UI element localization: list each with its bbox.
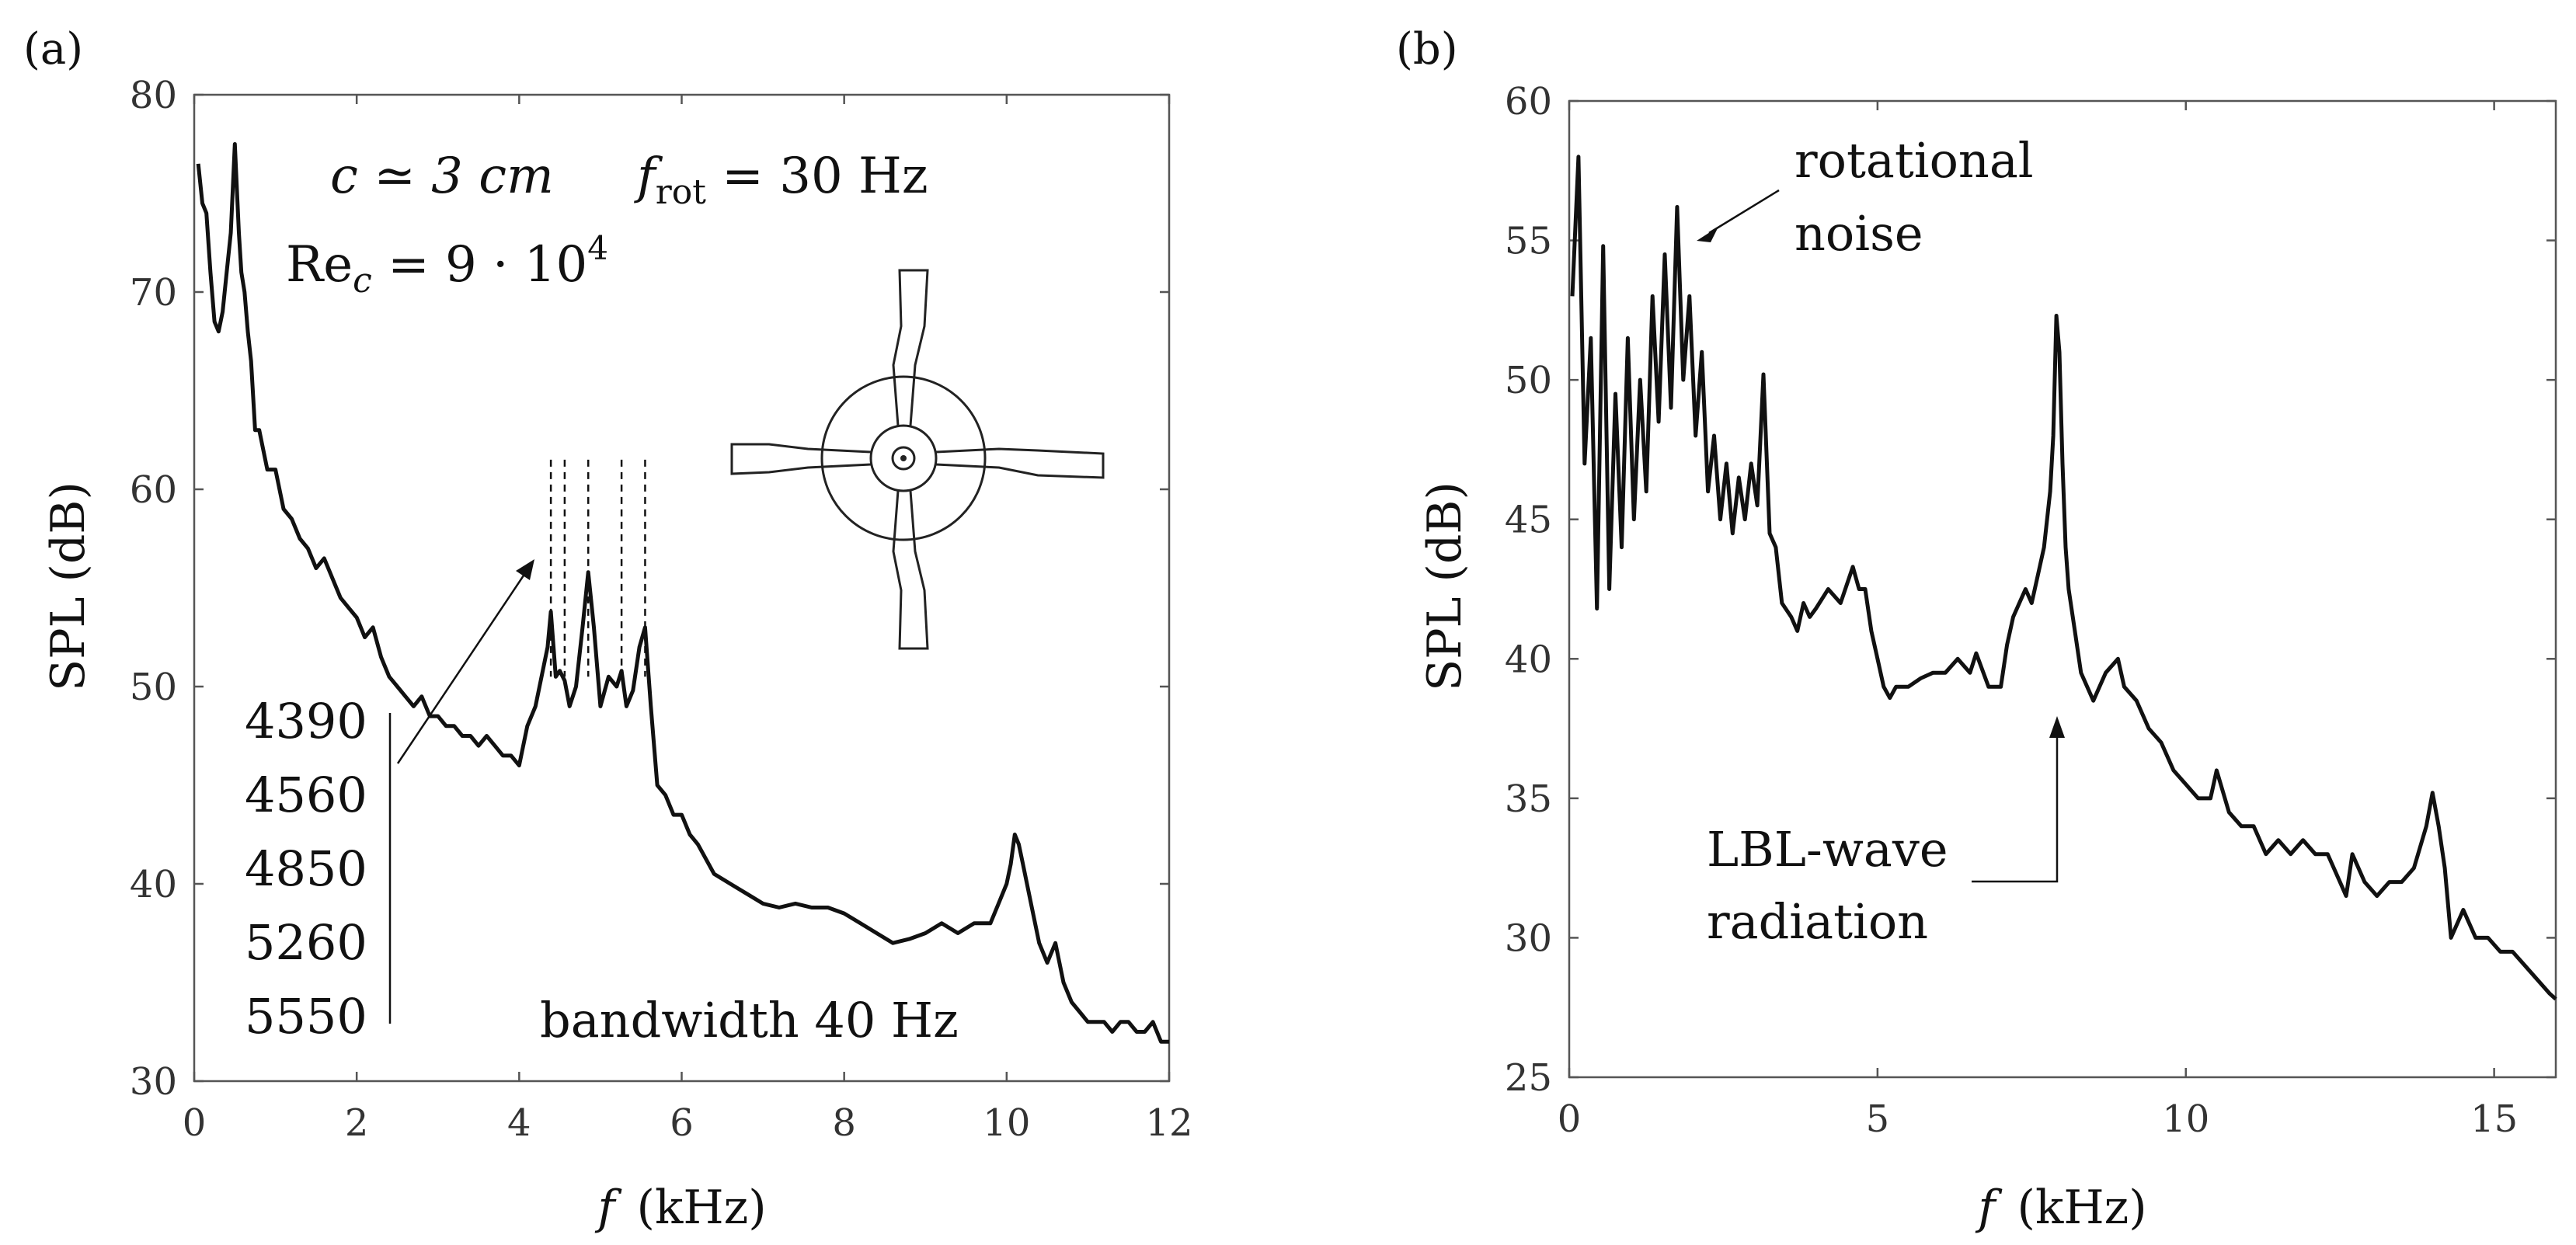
peak-freq-label: 5550 [245, 988, 367, 1045]
panel-a-bandwidth-annotation: bandwidth 40 Hz [540, 992, 959, 1049]
x-tick-label: 0 [183, 1101, 207, 1145]
panel-b-y-ticks: 25 30 35 40 45 50 55 60 [1505, 80, 2556, 1100]
y-tick-label: 50 [130, 666, 177, 709]
panel-a-spl-line [196, 142, 1169, 1044]
lbl-wave-arrowhead [2049, 716, 2065, 738]
panel-b-y-label: SPL (dB) [1418, 482, 1472, 691]
panel-b-label: (b) [1396, 24, 1458, 75]
rotational-noise-arrow [1708, 189, 1780, 235]
x-tick-label: 15 [2470, 1097, 2518, 1141]
panel-a-y-ticks: 30 40 50 60 70 80 [130, 74, 1169, 1104]
y-tick-label: 80 [130, 74, 177, 117]
panel-a-frot-annotation: frot = 30 Hz [634, 148, 928, 212]
x-tick-label: 2 [345, 1101, 369, 1145]
propeller-sketch [730, 269, 1105, 650]
lbl-wave-arrow [1972, 736, 2059, 883]
lbl-wave-annotation: radiation [1707, 893, 1928, 950]
panel-a-chord-annotation: c ≃ 3 cm [330, 148, 554, 205]
lbl-wave-annotation: LBL-wave [1707, 821, 1948, 878]
panel-a-y-label: SPL (dB) [41, 482, 96, 691]
y-tick-label: 30 [1505, 916, 1552, 960]
panel-a-reynolds-annotation: Rec = 9 · 104 [286, 229, 608, 301]
peak-freq-label: 4850 [245, 840, 367, 897]
panel-a: (a) 30 40 50 60 70 80 0 2 4 6 8 10 12 SPL (dB) f (kH… [23, 24, 1193, 1235]
panel-b: (b) 25 30 35 40 45 50 55 60 0 5 10 15 SPL (dB) f (k… [1396, 24, 2557, 1235]
y-tick-label: 30 [130, 1060, 177, 1104]
y-tick-label: 70 [130, 271, 177, 315]
peak-freq-label: 4560 [245, 767, 367, 823]
y-tick-label: 45 [1505, 499, 1552, 542]
rotational-noise-annotation: rotational [1794, 132, 2034, 189]
x-tick-label: 5 [1866, 1097, 1890, 1141]
panel-a-peak-markers [549, 459, 646, 677]
x-tick-label: 12 [1145, 1101, 1192, 1145]
panel-b-frame [1568, 99, 2557, 1079]
peak-arrowhead [516, 559, 534, 580]
panel-b-spl-line [1570, 155, 2557, 1001]
y-tick-label: 35 [1505, 777, 1552, 821]
x-tick-label: 0 [1558, 1097, 1582, 1141]
panel-a-x-ticks: 0 2 4 6 8 10 12 [183, 95, 1193, 1145]
y-tick-label: 55 [1505, 220, 1552, 263]
y-tick-label: 50 [1505, 359, 1552, 402]
x-tick-label: 10 [2162, 1097, 2209, 1141]
x-tick-label: 10 [983, 1101, 1030, 1145]
y-tick-label: 25 [1505, 1056, 1552, 1100]
y-tick-label: 60 [130, 468, 177, 512]
peak-arrow [396, 572, 527, 764]
rotational-noise-arrowhead [1697, 227, 1718, 242]
y-tick-label: 40 [1505, 638, 1552, 681]
rotational-noise-annotation: noise [1794, 205, 1923, 262]
panel-a-label: (a) [23, 24, 83, 75]
x-tick-label: 8 [832, 1101, 856, 1145]
panel-b-x-ticks: 0 5 10 15 [1558, 101, 2518, 1141]
peak-freq-label: 5260 [245, 914, 367, 971]
panel-a-x-label: f (kHz) [594, 1181, 766, 1235]
peak-freq-label: 4390 [245, 693, 367, 749]
y-tick-label: 40 [130, 863, 177, 906]
y-tick-label: 60 [1505, 80, 1552, 123]
panel-b-x-label: f (kHz) [1975, 1181, 2146, 1235]
x-tick-label: 6 [670, 1101, 694, 1145]
x-tick-label: 4 [507, 1101, 531, 1145]
